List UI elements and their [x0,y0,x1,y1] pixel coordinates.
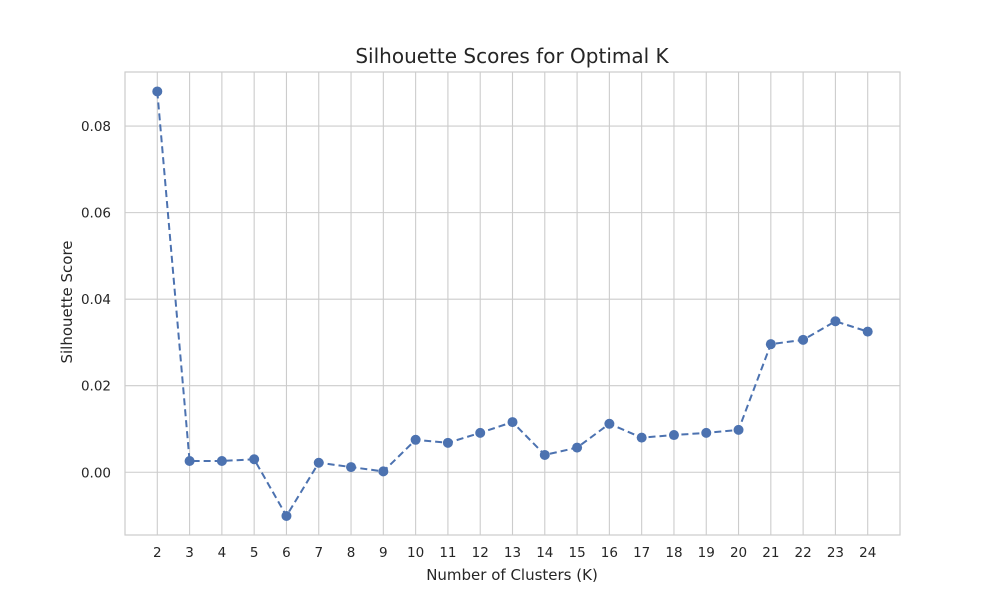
data-point [184,456,195,467]
data-point [668,430,679,441]
data-point [216,456,227,467]
x-tick-label: 20 [730,545,747,561]
data-point [313,457,324,468]
data-point [572,442,583,453]
data-point [798,334,809,345]
data-point [442,437,453,448]
data-point [378,466,389,477]
x-tick-label: 15 [568,545,585,561]
y-tick-labels: 0.00 0.02 0.04 0.06 0.08 [81,119,111,481]
data-point [604,418,615,429]
x-tick-label: 24 [859,545,876,561]
series-layer [152,86,873,521]
x-tick-label: 18 [665,545,682,561]
y-tick-label: 0.02 [81,379,111,395]
grid-lines [125,72,900,535]
x-tick-label: 22 [795,545,812,561]
data-point [765,339,776,350]
x-tick-label: 5 [250,545,259,561]
x-tick-labels: 2 3 4 5 6 7 8 9 10 11 12 13 14 15 16 17 18 19 20 21 22 23 24 [153,545,876,561]
y-axis-label: Silhouette Score [58,240,76,363]
plot-frame [124,71,901,536]
y-tick-label: 0.08 [81,119,111,135]
x-tick-label: 12 [472,545,489,561]
x-tick-label: 11 [439,545,456,561]
x-tick-label: 4 [218,545,227,561]
x-tick-label: 14 [536,545,553,561]
x-tick-label: 21 [762,545,779,561]
chart-title: Silhouette Scores for Optimal K [355,44,669,68]
x-tick-label: 7 [314,545,323,561]
x-tick-label: 10 [407,545,424,561]
data-point [701,427,712,438]
data-point [475,427,486,438]
x-tick-label: 2 [153,545,162,561]
x-tick-label: 17 [633,545,650,561]
x-tick-label: 6 [282,545,291,561]
y-tick-label: 0.06 [81,206,111,222]
x-tick-label: 8 [347,545,356,561]
data-point [346,462,357,473]
x-tick-label: 16 [601,545,618,561]
data-point [281,510,292,521]
data-point [152,86,163,97]
x-tick-label: 23 [827,545,844,561]
x-tick-label: 13 [504,545,521,561]
x-tick-label: 19 [698,545,715,561]
data-point [539,449,550,460]
data-point [862,326,873,337]
data-point [249,454,260,465]
data-point [507,417,518,428]
x-axis-label: Number of Clusters (K) [426,566,598,584]
data-point [830,316,841,327]
data-point [410,434,421,445]
data-point [733,424,744,435]
y-tick-label: 0.00 [81,465,111,481]
y-tick-label: 0.04 [81,292,111,308]
x-tick-label: 9 [379,545,388,561]
x-tick-label: 3 [185,545,194,561]
data-point [636,432,647,443]
